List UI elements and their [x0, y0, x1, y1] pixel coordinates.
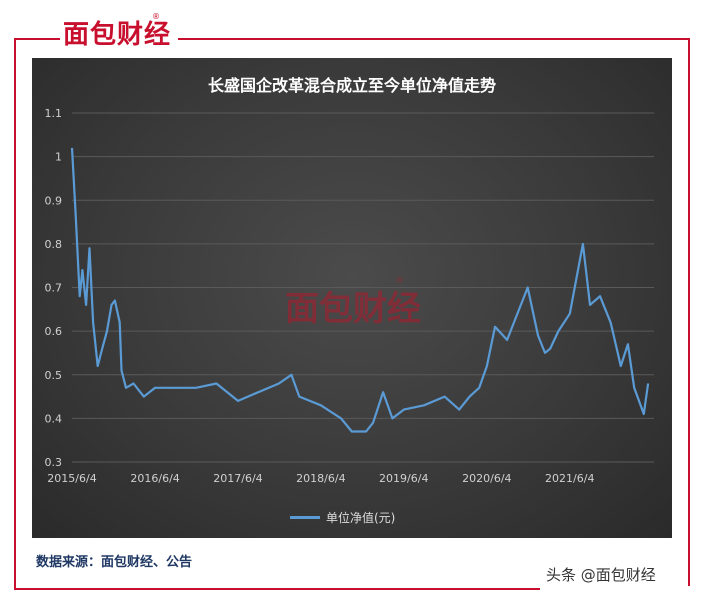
x-tick-label: 2016/6/4: [130, 472, 179, 485]
frame-top-left-line: [14, 38, 60, 40]
center-watermark: 面包财经 ®: [268, 276, 438, 330]
series-line-nav: [70, 147, 650, 433]
brand-logo: 面包财经 ®: [56, 12, 178, 52]
y-tick-label: 0.7: [45, 282, 63, 295]
y-tick-label: 0.5: [45, 369, 63, 382]
brand-reg-mark: ®: [152, 12, 160, 21]
frame-top-right-line: [178, 38, 690, 40]
frame-right-line: [688, 38, 690, 586]
y-tick-label: 0.8: [45, 238, 63, 251]
y-tick-label: 0.6: [45, 325, 63, 338]
chart-area: 0.3 0.4 0.5 0.6 0.7 0.8 0.9 1 1.1 2015/6/4 2016/6…: [32, 58, 672, 538]
x-tick-label: 2019/6/4: [379, 472, 428, 485]
y-tick-label: 0.9: [45, 194, 63, 207]
chart-legend: 单位净值(元): [290, 508, 395, 526]
y-tick-label: 0.3: [45, 456, 63, 469]
x-tick-label: 2018/6/4: [296, 472, 345, 485]
watermark-reg-mark: ®: [395, 276, 404, 286]
y-tick-label: 1.1: [45, 107, 63, 120]
brand-logo-text: 面包财经: [62, 19, 171, 50]
source-note: 数据来源：面包财经、公告: [36, 555, 193, 570]
x-tick-label: 2021/6/4: [545, 472, 594, 485]
frame-left-line: [14, 38, 16, 590]
watermark-text: 面包财经: [285, 288, 421, 329]
x-tick-label: 2020/6/4: [462, 472, 511, 485]
series-lines: [70, 147, 650, 433]
y-tick-label: 0.4: [45, 412, 63, 425]
line-chart: 0.3 0.4 0.5 0.6 0.7 0.8 0.9 1 1.1 2015/6/4 2016/6…: [45, 107, 654, 485]
x-tick-labels: 2015/6/4 2016/6/4 2017/6/4 2018/6/4 2019/6/4…: [47, 472, 594, 485]
x-tick-label: 2017/6/4: [213, 472, 262, 485]
legend-line-swatch: [290, 515, 320, 519]
chart-title: 长盛国企改革混合成立至今单位净值走势: [207, 76, 496, 95]
y-tick-labels: 0.3 0.4 0.5 0.6 0.7 0.8 0.9 1 1.1: [45, 107, 63, 469]
gridlines: [72, 112, 654, 463]
legend-label: 单位净值(元): [326, 510, 396, 525]
frame-bottom-line: [14, 588, 540, 590]
footer-watermark: 头条 @面包财经: [546, 566, 656, 584]
y-tick-label: 1: [55, 151, 62, 164]
x-tick-label: 2015/6/4: [47, 472, 96, 485]
